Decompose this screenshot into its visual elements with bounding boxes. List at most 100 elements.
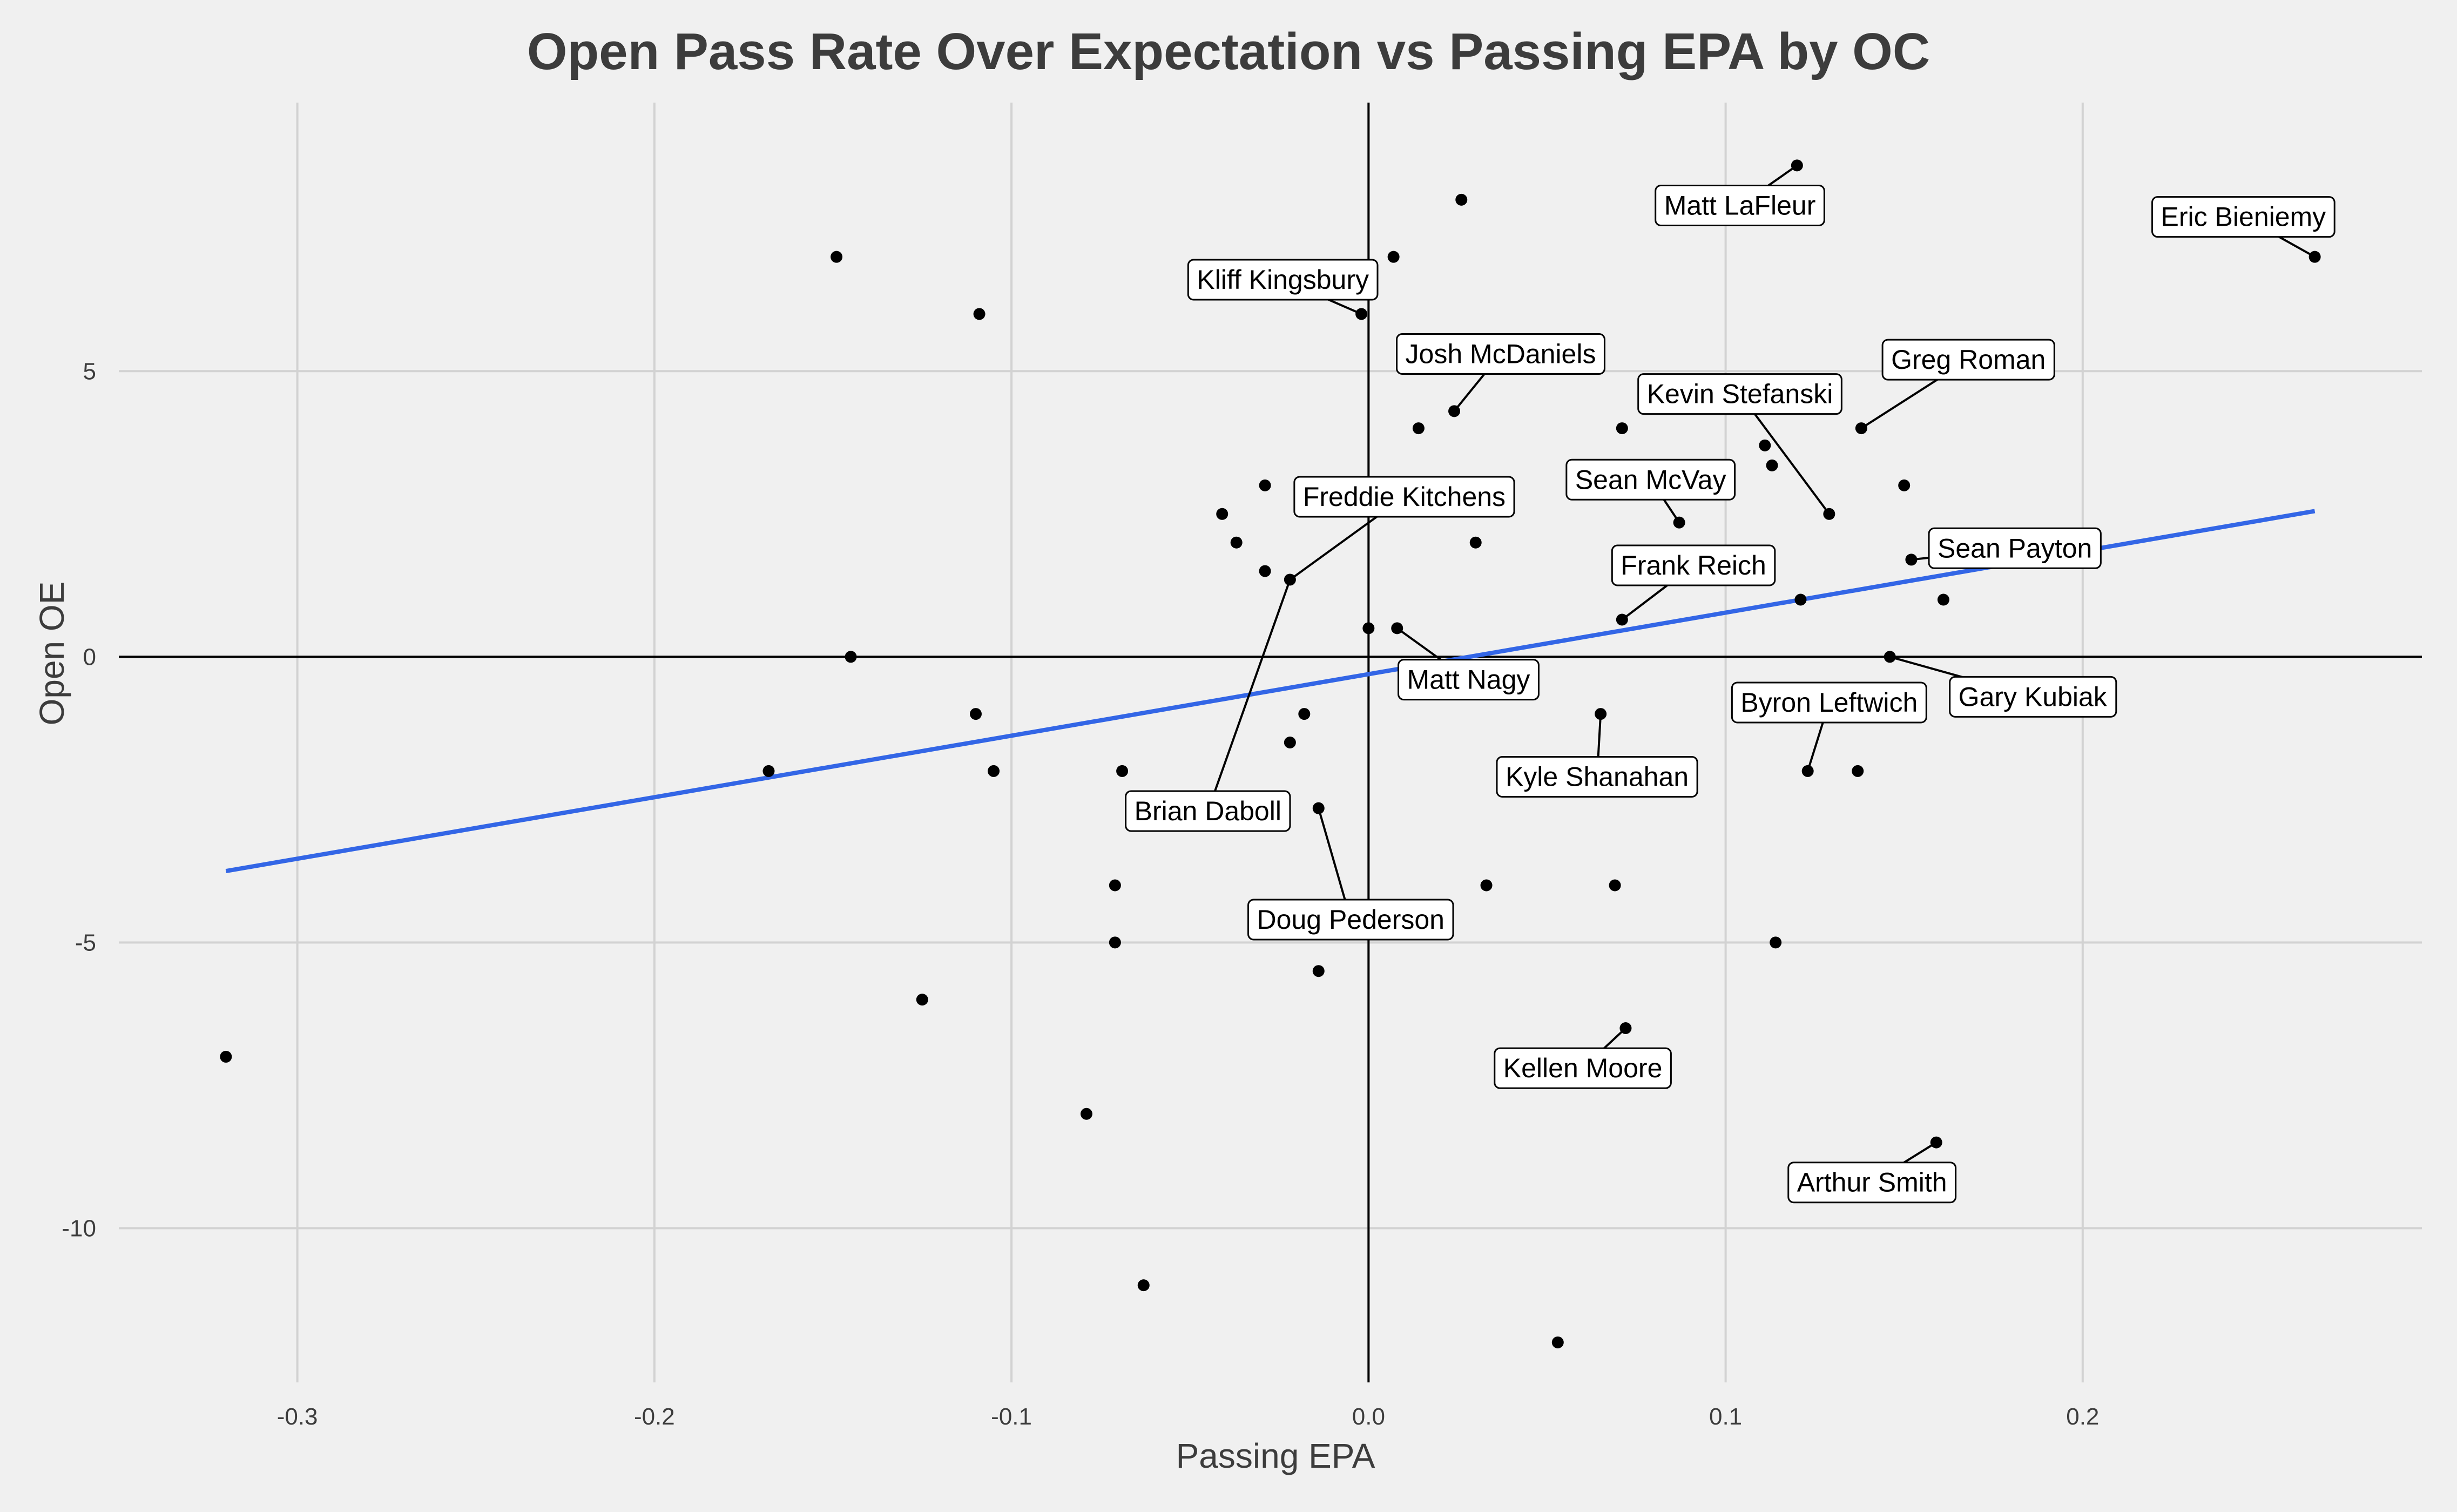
y-tick-label: -5 [75, 929, 96, 956]
point-label-box [1247, 899, 1454, 941]
point-label-box [1928, 527, 2102, 569]
point-label: Frank Reich [1611, 544, 1776, 586]
point-label-text: Freddie Kitchens [1303, 482, 1506, 512]
point-label-box [1637, 373, 1842, 415]
point-label: Arthur Smith [1787, 1162, 1957, 1204]
point-label: Byron Leftwich [1731, 681, 1927, 724]
label-leader-line [1206, 579, 1291, 812]
data-point [1230, 536, 1243, 549]
y-tick-label: 0 [83, 644, 96, 670]
reference-lines [119, 103, 2422, 1382]
data-point [1480, 879, 1493, 892]
data-point [1794, 593, 1807, 606]
trend-line-layer [225, 509, 2316, 873]
data-point [1673, 516, 1685, 529]
point-label-box [1496, 755, 1698, 798]
data-point [1312, 965, 1325, 977]
data-point [831, 251, 843, 263]
x-tick-label: -0.3 [277, 1403, 318, 1430]
chart-title: Open Pass Rate Over Expectation vs Passi… [527, 23, 1930, 80]
y-tick-label: -10 [62, 1215, 96, 1241]
data-point [1616, 422, 1628, 435]
data-point [1080, 1108, 1092, 1120]
data-point [1355, 308, 1368, 320]
data-point [988, 765, 1000, 777]
data-points [220, 159, 2321, 1348]
data-point [973, 308, 986, 320]
point-label-text: Greg Roman [1891, 345, 2046, 375]
x-tick-label: 0.0 [1352, 1403, 1385, 1430]
data-point [1391, 622, 1403, 634]
point-label-text: Matt LaFleur [1664, 190, 1816, 220]
y-tick-label: 5 [83, 358, 96, 384]
point-label: Matt Nagy [1398, 659, 1540, 701]
data-point [1595, 708, 1607, 720]
data-point [1284, 573, 1296, 586]
data-point [1770, 936, 1782, 949]
data-point [1616, 613, 1628, 626]
data-point [220, 1050, 232, 1063]
y-axis-title: Open OE [32, 582, 71, 726]
data-point [2308, 251, 2321, 263]
data-point [1905, 554, 1918, 566]
x-tick-label: 0.1 [1709, 1403, 1742, 1430]
point-label-box [1187, 259, 1379, 301]
point-labels: Matt LaFleur Eric Bieniemy Kliff Kingsbury… [1125, 184, 2336, 1204]
data-point [1137, 1279, 1150, 1292]
point-label-text: Sean McVay [1575, 464, 1726, 495]
x-tick-label: 0.2 [2066, 1403, 2099, 1430]
point-label-text: Brian Daboll [1135, 796, 1281, 826]
x-tick-label: -0.2 [634, 1403, 675, 1430]
data-point [1448, 405, 1461, 417]
data-point [1362, 622, 1375, 634]
point-label-box [1655, 184, 1825, 226]
point-label-text: Frank Reich [1621, 550, 1766, 580]
data-point [1469, 536, 1482, 549]
point-label: Eric Bieniemy [2151, 196, 2336, 238]
data-point [1930, 1136, 1942, 1149]
point-label: Freddie Kitchens [1293, 476, 1515, 518]
data-point [969, 708, 982, 720]
point-label: Kliff Kingsbury [1187, 259, 1379, 301]
data-point [1387, 251, 1400, 263]
data-point [1284, 737, 1296, 748]
point-label: Matt LaFleur [1655, 184, 1825, 226]
point-label-text: Kellen Moore [1503, 1053, 1663, 1083]
data-point [845, 651, 857, 663]
point-label-box [1731, 681, 1927, 724]
point-label: Sean McVay [1565, 458, 1736, 501]
x-axis-title: Passing EPA [1176, 1436, 1375, 1475]
point-label-box [1398, 659, 1540, 701]
point-label: Josh McDaniels [1396, 333, 1605, 375]
data-point [1259, 565, 1271, 577]
point-label-text: Josh McDaniels [1406, 339, 1596, 369]
point-label-box [1125, 790, 1291, 832]
point-label-box [1293, 476, 1515, 518]
x-axis-ticks: -0.3 -0.2 -0.1 0.0 0.1 0.2 [277, 1403, 2100, 1430]
point-label-box [1611, 544, 1776, 586]
point-label-text: Gary Kubiak [1959, 681, 2108, 712]
data-point [1298, 708, 1311, 720]
data-point [1312, 802, 1325, 814]
data-point [1852, 765, 1864, 777]
data-point [1216, 508, 1228, 520]
data-point [1898, 479, 1911, 491]
data-point [1884, 651, 1896, 663]
data-point [1619, 1022, 1632, 1035]
point-label-box [1881, 339, 2055, 381]
y-axis-ticks: -10 -5 0 5 [62, 358, 96, 1241]
data-point [916, 994, 928, 1006]
point-label: Kyle Shanahan [1496, 755, 1698, 798]
point-label-box [1949, 676, 2117, 718]
data-point [762, 765, 775, 777]
data-point [1823, 508, 1835, 520]
point-label-text: Eric Bieniemy [2161, 202, 2326, 232]
data-point [1937, 593, 1949, 606]
data-point [1855, 422, 1867, 435]
point-label: Gary Kubiak [1949, 676, 2117, 718]
point-label-box [1396, 333, 1605, 375]
data-point [1801, 765, 1814, 777]
point-label-box [2151, 196, 2336, 238]
data-point [1259, 479, 1271, 491]
